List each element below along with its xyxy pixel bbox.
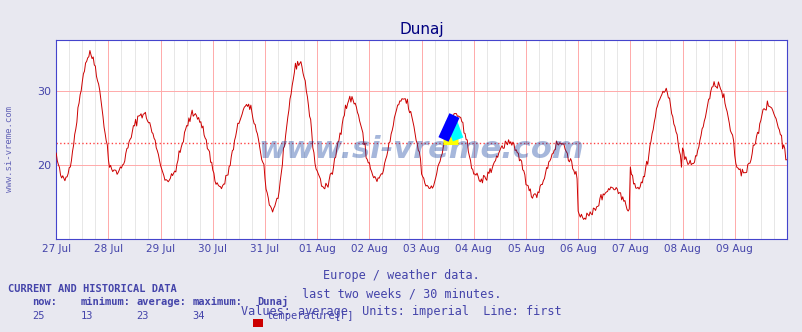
Text: 34: 34 (192, 311, 205, 321)
Text: maximum:: maximum: (192, 297, 242, 307)
Text: last two weeks / 30 minutes.: last two weeks / 30 minutes. (302, 287, 500, 300)
Text: 25: 25 (32, 311, 45, 321)
Text: www.si-vreme.com: www.si-vreme.com (5, 106, 14, 193)
Text: 13: 13 (80, 311, 93, 321)
Text: Dunaj: Dunaj (257, 296, 288, 307)
Text: 23: 23 (136, 311, 149, 321)
Text: average:: average: (136, 297, 186, 307)
Title: Dunaj: Dunaj (399, 22, 444, 37)
Text: Values: average  Units: imperial  Line: first: Values: average Units: imperial Line: fi… (241, 305, 561, 318)
Text: CURRENT AND HISTORICAL DATA: CURRENT AND HISTORICAL DATA (8, 284, 176, 294)
Text: temperature[F]: temperature[F] (266, 311, 354, 321)
Text: Europe / weather data.: Europe / weather data. (322, 269, 480, 282)
Text: now:: now: (32, 297, 57, 307)
Text: minimum:: minimum: (80, 297, 130, 307)
Text: www.si-vreme.com: www.si-vreme.com (258, 135, 584, 164)
